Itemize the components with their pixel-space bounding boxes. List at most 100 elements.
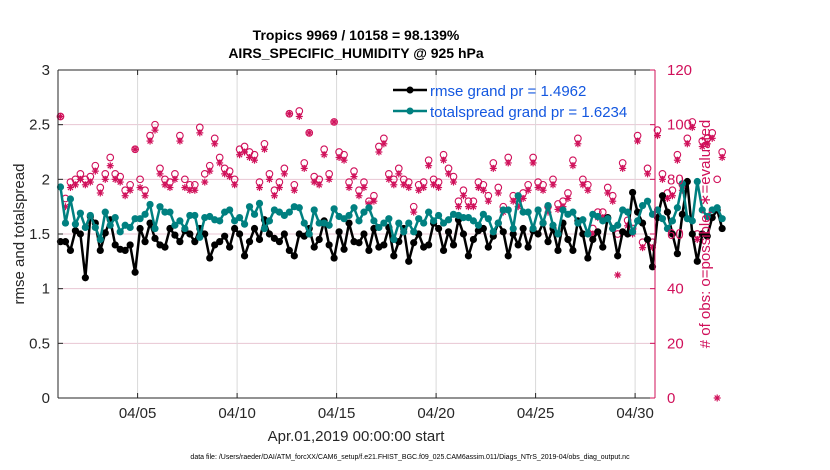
y-tick-label: 1	[42, 281, 50, 298]
rmse-point	[484, 243, 492, 251]
rmse-point	[216, 238, 224, 246]
rmse-point	[255, 235, 264, 244]
totalspread-point	[604, 215, 612, 223]
rmse-point	[693, 257, 701, 265]
obs-evaluated-marker	[211, 140, 219, 148]
rmse-point	[360, 230, 368, 238]
obs-evaluated-marker	[604, 189, 612, 197]
totalspread-point	[76, 209, 84, 217]
rmse-point	[643, 235, 652, 244]
totalspread-point	[504, 206, 512, 214]
obs-evaluated-marker	[430, 181, 438, 189]
rmse-point	[614, 252, 622, 260]
obs-possible-marker	[200, 170, 209, 178]
obs-evaluated-marker	[639, 244, 647, 252]
obs-evaluated-marker	[708, 134, 716, 142]
totalspread-point	[395, 219, 403, 227]
totalspread-point	[126, 223, 134, 232]
obs-evaluated-marker	[484, 197, 492, 205]
obs-evaluated-marker	[554, 205, 562, 213]
totalspread-point	[111, 214, 119, 222]
x-tick-label: 04/25	[517, 405, 555, 422]
obs-possible-marker	[713, 175, 722, 184]
x-tick-label: 04/15	[318, 405, 356, 422]
totalspread-point	[509, 224, 517, 233]
obs-evaluated-marker	[151, 126, 159, 134]
y-tick-label: 2.5	[29, 117, 50, 134]
totalspread-point	[420, 219, 428, 227]
totalspread-point	[594, 212, 602, 221]
rmse-point	[335, 228, 343, 236]
rmse-point	[569, 246, 577, 254]
obs-evaluated-marker	[81, 181, 89, 189]
totalspread-point	[81, 223, 89, 232]
rmse-point	[290, 252, 298, 260]
obs-evaluated-marker	[176, 137, 184, 145]
rmse-point	[405, 257, 413, 265]
rmse-point	[499, 228, 507, 236]
totalspread-point	[116, 228, 124, 236]
obs-evaluated-marker	[315, 181, 323, 189]
rmse-point	[275, 238, 283, 246]
obs-possible-marker	[106, 153, 115, 162]
rmse-point	[434, 224, 443, 233]
chart-subtitle: AIRS_SPECIFIC_HUMIDITY @ 925 hPa	[228, 45, 484, 61]
legend-totalspread-marker	[406, 107, 414, 115]
obs-evaluated-marker	[375, 148, 383, 156]
obs-evaluated-marker	[255, 184, 263, 192]
rmse-point	[315, 235, 323, 244]
obs-evaluated-marker	[355, 192, 363, 200]
totalspread-point	[718, 215, 726, 223]
x-tick-label: 04/20	[417, 405, 455, 422]
totalspread-point	[614, 221, 622, 229]
obs-evaluated-marker	[295, 112, 303, 120]
obs-evaluated-marker	[231, 181, 239, 189]
obs-evaluated-marker	[181, 184, 189, 192]
totalspread-point	[678, 180, 686, 188]
totalspread-point	[216, 217, 224, 225]
rmse-point	[703, 232, 711, 240]
rmse-point	[151, 234, 159, 242]
obs-evaluated-marker	[425, 162, 433, 170]
totalspread-point	[673, 204, 681, 212]
obs-evaluated-marker	[106, 162, 114, 170]
obs-evaluated-marker	[539, 186, 547, 194]
rmse-point	[235, 230, 244, 238]
obs-evaluated-marker	[713, 394, 721, 402]
rmse-point	[76, 230, 84, 238]
totalspread-point	[633, 217, 642, 225]
totalspread-point	[161, 208, 169, 216]
rmse-point	[330, 254, 338, 262]
totalspread-point	[255, 199, 264, 207]
totalspread-point	[499, 206, 507, 214]
rmse-point	[688, 230, 696, 238]
obs-evaluated-marker	[534, 184, 542, 192]
obs-evaluated-marker	[435, 184, 443, 192]
totalspread-point	[624, 208, 632, 216]
obs-evaluated-marker	[693, 235, 701, 243]
rmse-point	[285, 246, 293, 254]
rmse-point	[509, 230, 517, 238]
obs-evaluated-marker	[390, 181, 398, 189]
rmse-point	[425, 241, 433, 249]
obs-evaluated-marker	[335, 153, 343, 161]
totalspread-point	[668, 217, 677, 225]
rmse-point	[221, 232, 229, 240]
rmse-point	[66, 246, 75, 254]
rmse-point	[594, 228, 602, 236]
obs-evaluated-marker	[445, 170, 453, 178]
rmse-point	[439, 246, 448, 254]
obs-evaluated-marker	[241, 148, 249, 156]
obs-evaluated-marker	[400, 181, 408, 189]
rmse-point	[648, 263, 657, 271]
totalspread-point	[191, 211, 199, 220]
totalspread-point	[166, 208, 174, 216]
rmse-point	[310, 243, 318, 251]
totalspread-point	[514, 192, 522, 200]
y-ticks-right: 0 20 40 60 80 100 120	[650, 62, 692, 407]
obs-evaluated-marker	[131, 145, 139, 153]
obs-evaluated-marker	[574, 140, 582, 148]
obs-evaluated-marker	[156, 170, 164, 178]
totalspread-point	[663, 224, 672, 233]
obs-evaluated-marker	[285, 110, 293, 118]
